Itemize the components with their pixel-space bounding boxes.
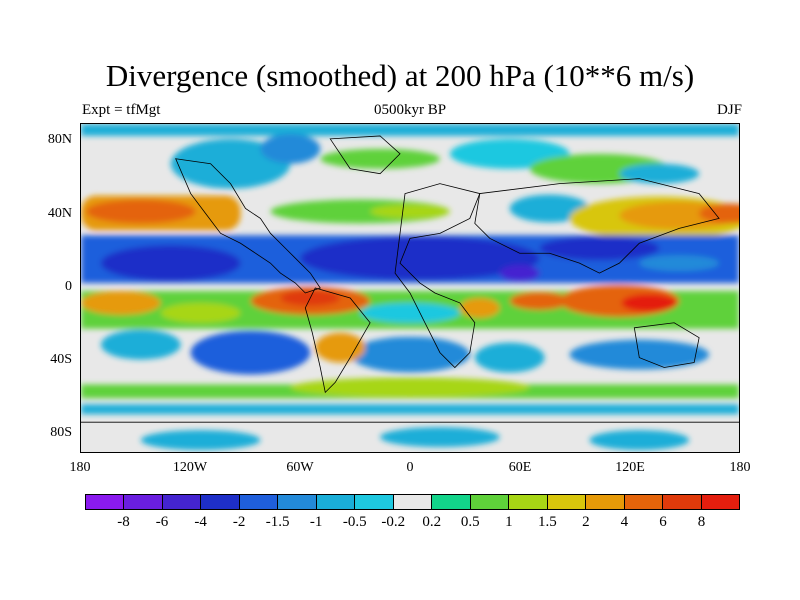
colorbar-tick-label: -6 xyxy=(155,514,169,530)
colorbar-swatch xyxy=(470,495,510,509)
lat-tick-label: 80N xyxy=(47,132,72,147)
colorbar-swatch xyxy=(86,495,125,509)
colorbar-swatch xyxy=(701,495,739,509)
colorbar-swatch xyxy=(124,495,163,509)
lat-tick-label: 80S xyxy=(50,425,72,440)
divergence-field xyxy=(81,124,739,451)
colorbar-swatch xyxy=(586,495,625,509)
experiment-label: Expt = tfMgt xyxy=(82,102,161,118)
colorbar-swatch xyxy=(393,495,433,509)
time-label: 0500kyr BP xyxy=(373,102,447,118)
map-title: Divergence (smoothed) at 200 hPa (10**6 … xyxy=(105,58,695,93)
lon-tick-label: 0 xyxy=(406,460,414,475)
colorbar-tick-label: 1.5 xyxy=(537,514,557,530)
colorbar xyxy=(85,494,740,510)
lon-tick-label: 180 xyxy=(69,460,91,475)
colorbar-swatch xyxy=(278,495,317,509)
coastlines xyxy=(81,135,739,423)
colorbar-tick-label: 4 xyxy=(620,514,629,530)
colorbar-tick-label: -8 xyxy=(117,514,130,530)
colorbar-tick-label: -0.5 xyxy=(342,514,367,530)
colorbar-swatch xyxy=(316,495,356,509)
colorbar-swatch xyxy=(162,495,202,509)
colorbar-swatch xyxy=(509,495,548,509)
season-label: DJF xyxy=(716,102,742,118)
colorbar-tick-label: 1 xyxy=(505,514,513,530)
colorbar-swatch xyxy=(663,495,702,509)
colorbar-tick-label: -2 xyxy=(232,514,246,530)
colorbar-swatch xyxy=(624,495,664,509)
colorbar-swatch xyxy=(239,495,279,509)
lon-tick-label: 120W xyxy=(172,460,208,475)
lon-tick-label: 60W xyxy=(286,460,314,475)
colorbar-swatch xyxy=(355,495,394,509)
colorbar-swatch xyxy=(201,495,240,509)
colorbar-tick-label: 6 xyxy=(659,514,667,530)
colorbar-swatch xyxy=(432,495,471,509)
colorbar-tick-label: 0.5 xyxy=(460,514,480,530)
colorbar-tick-label: 0.2 xyxy=(422,514,442,530)
lat-tick-label: 0 xyxy=(65,279,72,294)
colorbar-tick-label: -0.2 xyxy=(381,514,406,530)
map-panel xyxy=(80,123,740,453)
lon-tick-label: 180 xyxy=(729,460,751,475)
lat-tick-label: 40N xyxy=(47,206,72,221)
colorbar-tick-label: -4 xyxy=(194,514,207,530)
lon-tick-label: 60E xyxy=(508,460,532,475)
colorbar-tick-label: 2 xyxy=(582,514,590,530)
colorbar-swatch xyxy=(547,495,587,509)
colorbar-tick-label: -1.5 xyxy=(265,514,290,530)
lon-tick-label: 120E xyxy=(615,460,645,475)
colorbar-tick-label: -1 xyxy=(309,514,323,530)
lat-tick-label: 40S xyxy=(50,352,72,367)
colorbar-tick-label: 8 xyxy=(697,514,706,530)
divergence-map xyxy=(81,124,739,452)
